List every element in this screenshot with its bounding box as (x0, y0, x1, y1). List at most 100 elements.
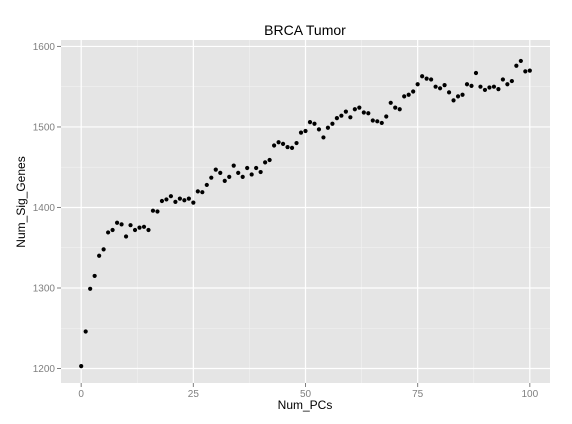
data-point (200, 190, 205, 195)
data-point (236, 170, 241, 175)
data-point (267, 157, 272, 163)
data-point (424, 76, 429, 81)
data-point (97, 253, 102, 258)
data-point (384, 114, 389, 119)
data-point (298, 130, 304, 135)
data-point (128, 223, 133, 228)
data-point (119, 222, 124, 227)
data-point (505, 82, 510, 87)
data-point (366, 111, 371, 116)
data-point (83, 329, 88, 334)
data-point (123, 234, 129, 239)
x-tick-label: 25 (188, 389, 200, 400)
data-point (330, 121, 335, 126)
data-point (491, 84, 497, 89)
y-tick-label: 1300 (33, 283, 56, 294)
y-axis-title: Num_Sig_Genes (14, 156, 28, 247)
data-point (415, 82, 420, 87)
data-point (110, 227, 115, 233)
data-point (487, 85, 492, 90)
x-tick-label: 50 (300, 389, 312, 400)
data-point (249, 172, 254, 177)
data-point (402, 94, 407, 99)
data-point (258, 169, 263, 175)
data-point (245, 165, 250, 171)
data-point (92, 273, 97, 279)
data-point (218, 170, 223, 175)
data-point (437, 86, 443, 91)
data-point (442, 82, 447, 88)
data-point (209, 175, 214, 180)
data-point (186, 196, 191, 201)
data-point (316, 127, 322, 132)
data-point (334, 116, 340, 121)
data-point (79, 363, 84, 369)
data-point (177, 196, 182, 201)
data-point (182, 198, 187, 203)
x-axis: 0 25 50 75 100 (78, 383, 539, 400)
data-points (79, 58, 532, 369)
data-point (460, 92, 465, 97)
data-point (388, 100, 393, 105)
data-point (397, 107, 402, 112)
data-point (173, 199, 178, 204)
y-tick-label: 1400 (33, 203, 56, 214)
data-point (411, 89, 416, 94)
data-point (168, 194, 174, 199)
data-point (482, 87, 488, 93)
data-point (141, 224, 147, 229)
data-point (227, 174, 232, 179)
data-point (433, 84, 438, 89)
data-point (276, 140, 281, 145)
data-point (523, 69, 528, 74)
y-tick-label: 1200 (33, 364, 56, 375)
data-point (361, 110, 366, 115)
data-point (464, 82, 470, 87)
data-point (240, 174, 245, 179)
data-point (500, 77, 505, 82)
data-point (137, 225, 142, 230)
data-point (339, 113, 344, 118)
data-point (213, 167, 218, 172)
data-point (352, 107, 357, 112)
y-tick-label: 1600 (33, 42, 56, 53)
data-point (325, 125, 331, 130)
x-tick-label: 75 (412, 389, 424, 400)
data-point (204, 182, 209, 188)
x-axis-title: Num_PCs (278, 398, 333, 412)
x-tick-label: 100 (521, 389, 538, 400)
data-point (106, 230, 111, 235)
data-point (289, 145, 295, 150)
data-point (132, 227, 138, 233)
data-point (473, 70, 479, 76)
data-point (455, 94, 461, 99)
data-point (357, 105, 362, 110)
data-point (312, 121, 317, 126)
data-point (303, 128, 308, 134)
data-point (429, 77, 434, 82)
data-point (195, 189, 200, 194)
data-point (285, 144, 290, 150)
data-point (496, 87, 501, 92)
data-point (469, 83, 474, 88)
data-point (263, 160, 268, 165)
data-point (348, 115, 353, 120)
chart-title: BRCA Tumor (264, 22, 346, 38)
data-point (222, 178, 227, 184)
data-point (88, 286, 93, 291)
y-tick-label: 1500 (33, 122, 56, 133)
data-point (191, 200, 196, 205)
data-point (406, 92, 411, 97)
data-point (478, 84, 483, 89)
data-point (446, 90, 452, 95)
data-point (509, 78, 514, 84)
data-point (231, 163, 236, 168)
data-point (321, 135, 326, 140)
data-point (254, 165, 259, 171)
data-point (280, 141, 286, 146)
data-point (343, 109, 348, 114)
grid-major-lines (61, 40, 550, 383)
data-point (514, 63, 519, 68)
data-point (294, 140, 299, 146)
